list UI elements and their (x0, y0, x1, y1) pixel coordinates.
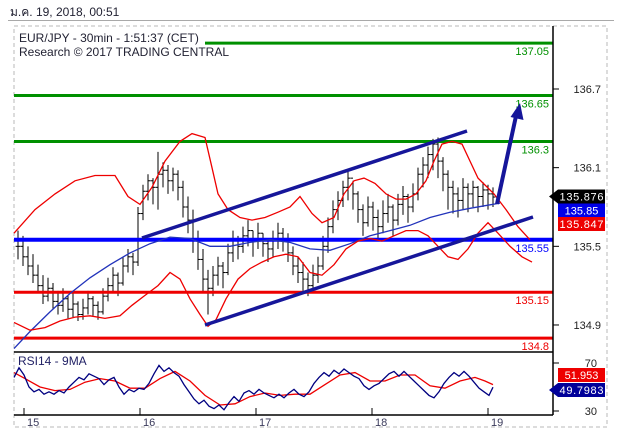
price-tag: 135.85 (558, 203, 605, 218)
time-axis-ticks: 15 16 17 18 19 (23, 408, 503, 429)
day-tick-label: 17 (259, 417, 271, 429)
price-axis-ticks: 136.7 136.1 135.5 134.9 70 30 (553, 84, 601, 418)
level-label: 135.55 (515, 243, 549, 255)
level-label: 134.8 (521, 341, 549, 353)
price-tag-text: 135.876 (560, 192, 604, 204)
forecast-arrow (495, 103, 524, 205)
level-label: 135.15 (515, 295, 549, 307)
bollinger-lower-band (13, 221, 533, 331)
moving-average-line (13, 202, 501, 350)
price-tag-text: 135.847 (560, 219, 604, 231)
level-label: 137.05 (515, 46, 549, 58)
day-tick-label: 18 (375, 417, 387, 429)
rsi-tick-label: 70 (585, 358, 597, 370)
rsi-ma-line (13, 370, 494, 406)
rsi-tag: 49.7983 (549, 383, 605, 397)
chart-border (13, 25, 608, 428)
rsi-tag-text: 51.953 (565, 370, 599, 382)
price-tick-label: 135.5 (573, 241, 601, 253)
price-tag-text: 135.85 (565, 206, 599, 218)
price-tick-label: 136.1 (573, 163, 601, 175)
trend-channel (141, 129, 534, 327)
chart-copyright: Research © 2017 TRADING CENTRAL (19, 45, 230, 59)
price-tick-label: 136.7 (573, 84, 601, 96)
day-tick-label: 15 (27, 417, 39, 429)
day-tick-label: 19 (491, 417, 503, 429)
price-tag: 135.847 (558, 217, 605, 231)
rsi-tag: 51.953 (558, 368, 605, 382)
level-label: 136.65 (515, 99, 549, 111)
bollinger-upper-band (13, 132, 531, 241)
price-tag: 135.876 (549, 189, 605, 204)
rsi-tag-text: 49.7983 (560, 385, 604, 397)
chart-title: EUR/JPY - 30min - 1:51:37 (CET) (19, 31, 199, 45)
datetime-label: ม.ค. 19, 2018, 00:51 (10, 5, 120, 19)
rsi-line (13, 364, 494, 411)
level-label: 136.3 (521, 144, 549, 156)
rsi-tick-label: 30 (585, 406, 597, 418)
header-divider (8, 20, 614, 21)
price-tick-label: 134.9 (573, 320, 601, 332)
day-tick-label: 16 (143, 417, 155, 429)
rsi-panel-label: RSI14 - 9MA (18, 354, 87, 368)
horizontal-levels: 137.05 136.65 136.3 135.55 135.15 134.8 (14, 41, 553, 353)
